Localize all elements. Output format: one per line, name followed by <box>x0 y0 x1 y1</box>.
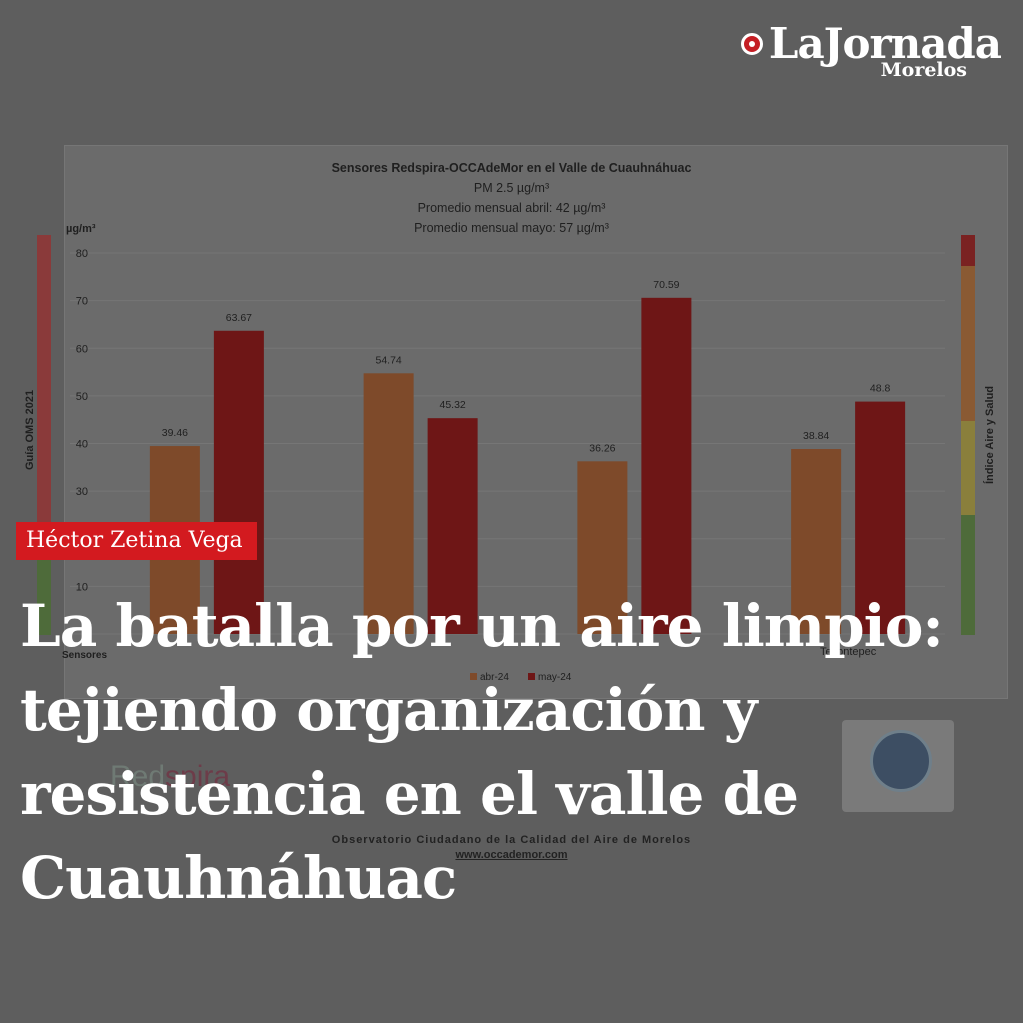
data-label: 36.26 <box>589 442 615 454</box>
masthead-row: LaJornada <box>740 19 1002 68</box>
who-guideline-bar-green <box>37 560 51 635</box>
y-tick-label: 60 <box>76 343 88 355</box>
occademor-logo <box>842 720 954 812</box>
author-badge[interactable]: Héctor Zetina Vega <box>16 522 257 560</box>
bar-may-24 <box>855 401 906 634</box>
index-bar-yellow <box>961 421 975 515</box>
legend-label: abr-24 <box>480 672 509 683</box>
y-tick-label: 50 <box>76 391 88 403</box>
index-bar-green <box>961 515 975 635</box>
chart-average-april: Promedio mensual abril: 42 µg/m³ <box>417 201 606 215</box>
y-tick-label: 40 <box>76 439 88 451</box>
y-axis-label: µg/m³ <box>66 223 96 235</box>
bar-abr-24 <box>791 449 842 634</box>
bar-abr-24 <box>577 461 628 634</box>
masthead-seal-icon <box>740 33 763 55</box>
bar-abr-24 <box>363 373 414 634</box>
occademor-logo-emblem <box>870 730 932 792</box>
observatory-caption: Observatorio Ciudadano de la Calidad del… <box>331 834 692 846</box>
index-bar-orange <box>961 266 975 421</box>
x-axis-label: Sensores <box>62 650 107 661</box>
data-label: 48.8 <box>870 383 891 395</box>
bar-may-24 <box>641 297 692 634</box>
legend-swatch <box>470 673 477 680</box>
who-guideline-bar-red <box>37 235 51 560</box>
chart-title: Sensores Redspira-OCCAdeMor en el Valle … <box>331 161 692 175</box>
masthead-brand: LaJornada <box>768 19 1002 68</box>
y-tick-label: 70 <box>76 296 88 308</box>
data-label: 45.32 <box>439 399 465 411</box>
observatory-url: www.occademor.com <box>455 849 568 861</box>
article-headline[interactable]: La batalla por un aire limpio: tejiendo … <box>20 592 944 912</box>
redspira-logo: Redspira <box>110 760 230 794</box>
data-label: 70.59 <box>653 279 679 291</box>
data-label: 54.74 <box>375 354 401 366</box>
chart-average-may: Promedio mensual mayo: 57 µg/m³ <box>414 221 609 235</box>
bar-may-24 <box>213 330 264 634</box>
y-tick-label: 30 <box>76 486 88 498</box>
legend-label: may-24 <box>538 672 572 683</box>
index-bar-red <box>961 235 975 266</box>
bar-may-24 <box>427 418 478 634</box>
category-label: Tezontepec <box>820 646 877 658</box>
y-tick-label: 10 <box>76 581 88 593</box>
legend-swatch <box>528 673 535 680</box>
redspira-logo-main: Red <box>110 760 166 793</box>
data-label: 63.67 <box>226 312 252 324</box>
y-tick-label: 80 <box>76 248 88 260</box>
chart-subtitle: PM 2.5 µg/m³ <box>473 181 550 195</box>
data-label: 39.46 <box>162 427 188 439</box>
y-tick-label: 0 <box>82 629 88 641</box>
masthead[interactable]: LaJornada Morelos <box>740 19 1002 81</box>
data-label: 38.84 <box>803 430 829 442</box>
masthead-region: Morelos <box>880 59 967 81</box>
redspira-logo-accent: spira <box>165 760 231 793</box>
